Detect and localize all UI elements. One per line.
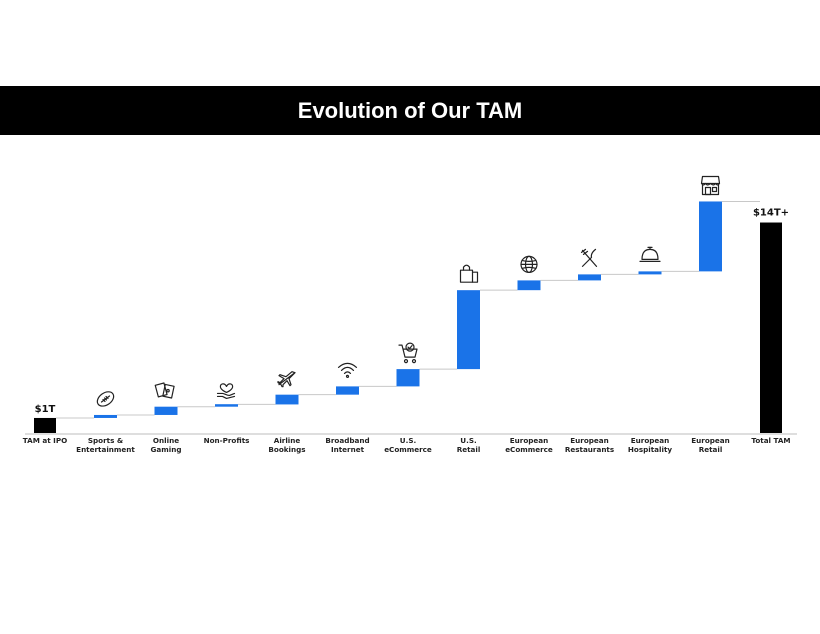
- heart-hand-icon: [216, 383, 236, 400]
- category-label: Sports & Entertainment: [76, 436, 135, 454]
- category-label: European Restaurants: [565, 436, 614, 454]
- category-label: TAM at IPO: [23, 436, 67, 445]
- category-label: Non-Profits: [204, 436, 250, 445]
- shopping-cart-icon: [398, 342, 418, 364]
- globe-icon: [520, 255, 538, 273]
- category-label: Total TAM: [751, 436, 790, 445]
- delta-bar: [275, 394, 299, 405]
- airplane-icon: [277, 371, 296, 388]
- shopping-bag-icon: [459, 264, 479, 283]
- delta-bar: [154, 406, 178, 415]
- fork-knife-icon: [580, 248, 598, 267]
- football-icon: [96, 391, 115, 407]
- delta-bar: [215, 404, 238, 407]
- total-bar: [34, 417, 56, 433]
- category-label: European Retail: [691, 436, 730, 454]
- category-label: European Hospitality: [628, 436, 672, 454]
- category-label: U.S. Retail: [457, 436, 481, 454]
- total-bar: [760, 222, 782, 433]
- delta-bar: [94, 414, 117, 418]
- category-label: U.S. eCommerce: [384, 436, 432, 454]
- delta-bar: [638, 271, 662, 275]
- delta-bar: [336, 386, 359, 395]
- title-bar: Evolution of Our TAM: [0, 86, 820, 135]
- delta-bar: [699, 201, 722, 272]
- service-bell-icon: [639, 246, 661, 262]
- category-label: European eCommerce: [505, 436, 553, 454]
- wifi-icon: [337, 362, 358, 378]
- data-label-last: $14T+: [753, 208, 789, 219]
- delta-bar: [457, 290, 480, 370]
- delta-bar: [578, 274, 601, 281]
- delta-bar: [517, 280, 541, 291]
- category-label: Online Gaming: [151, 436, 182, 454]
- storefront-icon: [700, 175, 721, 196]
- gaming-cards-icon: [154, 382, 175, 399]
- category-label: Airline Bookings: [268, 436, 305, 454]
- delta-bar: [396, 369, 420, 387]
- page-title: Evolution of Our TAM: [297, 97, 523, 123]
- category-label: Broadband Internet: [325, 436, 369, 454]
- data-label-first: $1T: [35, 404, 56, 415]
